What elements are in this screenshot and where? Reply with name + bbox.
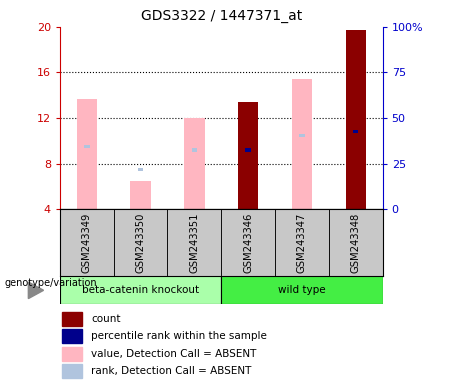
Bar bbox=[62, 312, 82, 326]
Text: rank, Detection Call = ABSENT: rank, Detection Call = ABSENT bbox=[91, 366, 252, 376]
Text: GSM243350: GSM243350 bbox=[136, 213, 146, 273]
Text: GSM243351: GSM243351 bbox=[189, 213, 200, 273]
Bar bbox=[353, 130, 358, 133]
Text: wild type: wild type bbox=[278, 285, 326, 295]
Text: value, Detection Call = ABSENT: value, Detection Call = ABSENT bbox=[91, 349, 257, 359]
Bar bbox=[62, 364, 82, 378]
Bar bbox=[292, 79, 312, 209]
Text: GSM243346: GSM243346 bbox=[243, 213, 253, 273]
Text: genotype/variation: genotype/variation bbox=[5, 278, 97, 288]
Bar bbox=[60, 209, 114, 276]
Bar bbox=[138, 168, 143, 171]
Text: percentile rank within the sample: percentile rank within the sample bbox=[91, 331, 267, 341]
Bar bbox=[238, 102, 258, 209]
Bar bbox=[114, 209, 167, 276]
Title: GDS3322 / 1447371_at: GDS3322 / 1447371_at bbox=[141, 9, 302, 23]
Bar bbox=[299, 134, 305, 137]
Bar bbox=[184, 118, 205, 209]
Bar bbox=[62, 347, 82, 361]
Polygon shape bbox=[28, 282, 43, 299]
Bar bbox=[221, 276, 383, 304]
Bar bbox=[84, 145, 89, 148]
Bar bbox=[192, 148, 197, 152]
Bar bbox=[346, 30, 366, 209]
Bar bbox=[167, 209, 221, 276]
Bar bbox=[221, 209, 275, 276]
Text: GSM243348: GSM243348 bbox=[351, 213, 361, 273]
Text: count: count bbox=[91, 314, 121, 324]
Bar bbox=[275, 209, 329, 276]
Text: beta-catenin knockout: beta-catenin knockout bbox=[82, 285, 199, 295]
Bar bbox=[130, 181, 151, 209]
Text: GSM243349: GSM243349 bbox=[82, 213, 92, 273]
Text: GSM243347: GSM243347 bbox=[297, 213, 307, 273]
Bar bbox=[60, 276, 221, 304]
Bar bbox=[62, 329, 82, 343]
Bar bbox=[245, 148, 251, 152]
Bar bbox=[329, 209, 383, 276]
Bar bbox=[77, 99, 97, 209]
